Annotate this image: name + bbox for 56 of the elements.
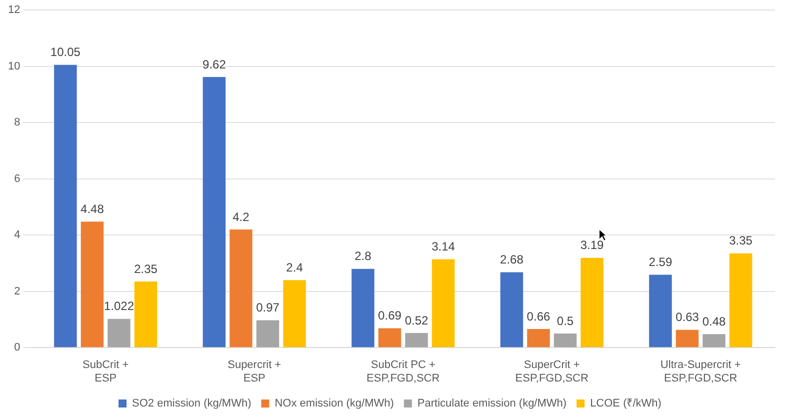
bar	[649, 274, 672, 348]
legend-label: Particulate emission (kg/MWh)	[417, 398, 567, 410]
x-tick-label: Supercrit + ESP	[228, 359, 282, 384]
data-label: 10.05	[50, 45, 81, 60]
data-label: 0.5	[556, 314, 574, 328]
bar	[676, 330, 699, 348]
data-label: 2.35	[134, 262, 158, 276]
data-label: 2.59	[648, 255, 672, 270]
data-label: 0.52	[404, 313, 429, 328]
data-label: 0.63	[676, 310, 700, 324]
bar	[729, 253, 752, 348]
bar	[256, 320, 280, 348]
y-tick-label: 2	[14, 285, 20, 298]
data-label: 1.022	[104, 299, 134, 314]
data-label: 4.2	[232, 210, 250, 224]
bar	[378, 328, 402, 348]
data-label: 4.48	[80, 202, 104, 216]
y-tick-label: 6	[14, 172, 20, 185]
x-tick-label: SuperCrit + ESP,FGD,SCR	[515, 359, 588, 384]
bar	[202, 76, 226, 348]
bar	[54, 64, 77, 348]
data-label: 0.66	[526, 309, 550, 324]
legend-label: SO2 emission (kg/MWh)	[132, 398, 252, 410]
data-label: 0.97	[256, 300, 280, 315]
y-tick-label: 12	[8, 4, 20, 16]
bar	[527, 329, 550, 348]
bar	[554, 334, 577, 348]
bar	[580, 258, 604, 348]
bar	[134, 281, 158, 348]
bar	[702, 334, 726, 348]
y-tick-label: 8	[14, 116, 20, 129]
data-label: 3.19	[580, 238, 604, 252]
bar	[108, 318, 130, 348]
data-label: 3.35	[729, 234, 753, 248]
legend-label: LCOE (₹/kWh)	[590, 398, 662, 410]
data-label: 2.68	[500, 252, 524, 267]
x-tick-label: Ultra-Supercrit + ESP,FGD,SCR	[660, 359, 741, 384]
bar	[405, 332, 428, 348]
bar	[500, 272, 524, 348]
y-tick-label: 10	[8, 60, 20, 72]
x-tick-label: SubCrit + ESP	[82, 359, 129, 384]
data-label: 2.8	[354, 249, 372, 264]
data-label: 0.69	[378, 308, 402, 322]
x-tick-label: SubCrit PC + ESP,FGD,SCR	[366, 359, 440, 384]
bar	[283, 280, 306, 348]
bar	[432, 259, 455, 348]
legend-label: NOx emission (kg/MWh)	[274, 398, 394, 410]
data-label: 3.14	[432, 240, 456, 254]
y-tick-label: 0	[14, 342, 20, 354]
bar	[352, 268, 374, 348]
bar	[230, 229, 252, 348]
y-tick-label: 4	[14, 229, 20, 242]
data-label: 2.4	[286, 260, 304, 274]
data-label: 0.48	[702, 314, 726, 328]
bar	[80, 222, 104, 348]
data-label: 9.62	[202, 57, 226, 72]
